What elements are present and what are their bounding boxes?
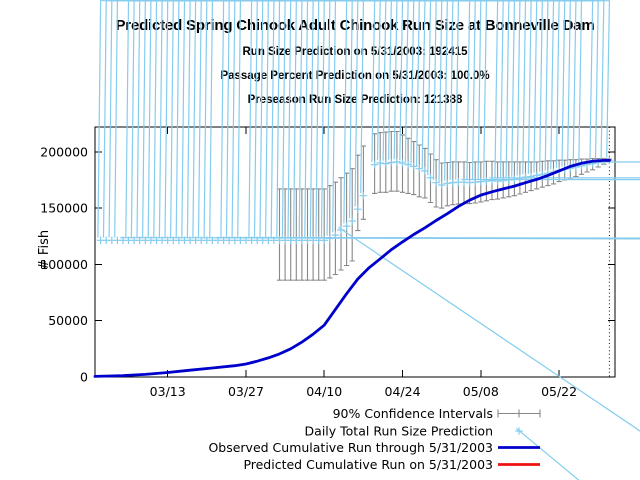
daily-prediction-series: [96, 0, 640, 432]
daily-prediction-point: [240, 0, 278, 245]
y-tick-label: 0: [80, 370, 88, 385]
daily-prediction-point: [161, 0, 401, 166]
daily-prediction-point: [209, 0, 362, 213]
daily-prediction-point: [174, 0, 547, 179]
y-tick-label: 50000: [48, 313, 88, 328]
daily-prediction-point: [348, 0, 356, 225]
x-tick-label: 03/27: [228, 384, 264, 399]
legend: 90% Confidence Intervals Daily Total Run …: [208, 406, 580, 480]
y-tick-label: 150000: [40, 201, 88, 216]
x-tick-label: 05/22: [541, 384, 577, 399]
legend-symbol-errorbar: [497, 409, 541, 418]
daily-prediction-point: [240, 0, 267, 245]
daily-prediction-point: [236, 0, 245, 245]
daily-prediction-point: [208, 0, 241, 245]
error-bar: [338, 177, 344, 271]
x-tick-label: 04/10: [306, 384, 342, 399]
daily-prediction-point: [437, 0, 446, 189]
legend-item-daily-prediction: Daily Total Run Size Prediction: [305, 424, 580, 480]
y-tick-label: 200000: [40, 144, 88, 159]
daily-prediction-point: [219, 0, 241, 245]
daily-prediction-point: [398, 0, 407, 167]
tick-labels: 03/13 03/27 04/10 04/24 05/08 05/22 0 50000 1000…: [40, 144, 577, 399]
chart-subtitle-passage-percent: Passage Percent Prediction on 5/31/2003:…: [220, 70, 490, 82]
daily-prediction-point: [238, 0, 334, 243]
daily-prediction-point: [177, 0, 530, 181]
daily-prediction-point: [240, 0, 289, 245]
y-tick-label: 100000: [40, 257, 88, 272]
legend-item-confidence-intervals: 90% Confidence Intervals: [333, 406, 541, 421]
legend-label-observed-cumulative: Observed Cumulative Run through 5/31/200…: [208, 440, 493, 455]
daily-prediction-point: [337, 226, 640, 432]
plot-border: [94, 126, 616, 378]
chart-subtitle-run-size: Run Size Prediction on 5/31/2003: 192415: [242, 46, 468, 58]
legend-label-daily-prediction: Daily Total Run Size Prediction: [305, 424, 493, 439]
daily-prediction-point: [240, 0, 256, 245]
x-tick-label: 03/13: [150, 384, 186, 399]
axes: [94, 126, 616, 378]
daily-prediction-point: [96, 0, 241, 245]
legend-label-confidence-intervals: 90% Confidence Intervals: [333, 406, 493, 421]
daily-prediction-point: [460, 178, 640, 186]
legend-label-predicted-cumulative: Predicted Cumulative Run on 5/31/2003: [243, 457, 493, 472]
x-tick-label: 04/24: [385, 384, 421, 399]
observed-cumulative-line: [93, 158, 611, 378]
legend-item-predicted-cumulative: Predicted Cumulative Run on 5/31/2003: [243, 457, 540, 472]
daily-prediction-point: [130, 0, 241, 245]
legend-item-observed-cumulative: Observed Cumulative Run through 5/31/200…: [208, 440, 540, 455]
x-tick-label: 05/08: [463, 384, 499, 399]
daily-prediction-point: [175, 0, 241, 245]
legend-symbol-asterisk: [515, 427, 580, 480]
